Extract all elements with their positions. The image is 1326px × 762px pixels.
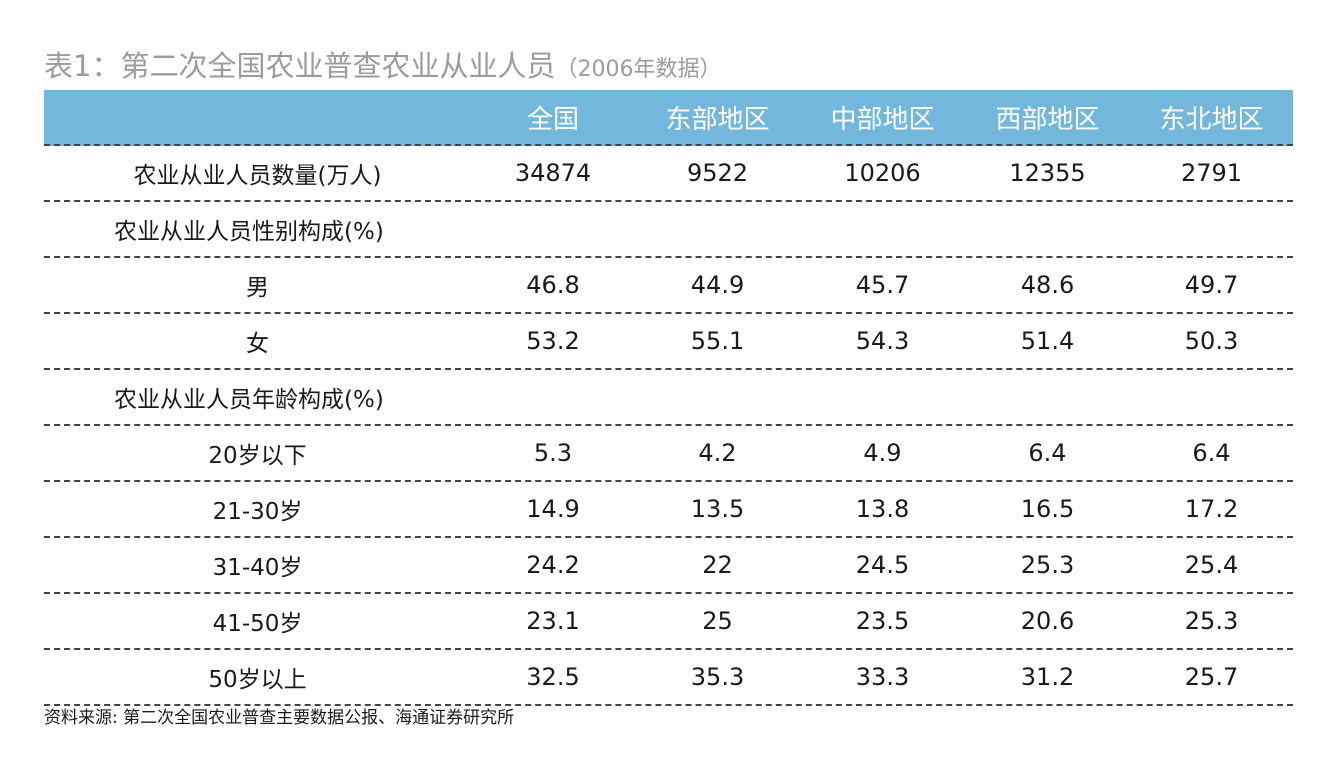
cell-northeast: 2791 <box>1180 159 1243 187</box>
table-section-row: 农业从业人员性别构成(%) <box>44 202 1293 258</box>
cell-national: 53.2 <box>526 327 580 355</box>
table-row: 男 46.8 44.9 45.7 48.6 49.7 <box>44 258 1293 314</box>
table-header-row: 全国 东部地区 中部地区 西部地区 东北地区 <box>44 90 1293 146</box>
header-cell-east: 东部地区 <box>665 104 770 135</box>
table-row: 农业从业人员数量(万人) 34874 9522 10206 12355 2791 <box>44 146 1293 202</box>
cell-national: 46.8 <box>526 271 580 299</box>
data-table: 全国 东部地区 中部地区 西部地区 东北地区 农业从业人员数量(万人) 3487… <box>44 90 1293 706</box>
cell-northeast: 25.3 <box>1184 607 1239 635</box>
cell-central: 4.9 <box>863 439 902 467</box>
title-main: 表1：第二次全国农业普查农业从业人员 <box>44 49 556 83</box>
cell-west: 25.3 <box>1020 551 1075 579</box>
cell-northeast: 17.2 <box>1184 495 1239 523</box>
cell-national: 32.5 <box>526 663 580 691</box>
cell-east: 4.2 <box>698 439 737 467</box>
cell-west: 16.5 <box>1020 495 1075 523</box>
cell-east: 35.3 <box>690 663 745 691</box>
cell-northeast: 50.3 <box>1184 327 1239 355</box>
table-row: 31-40岁 24.2 22 24.5 25.3 25.4 <box>44 538 1293 594</box>
cell-west: 51.4 <box>1020 327 1075 355</box>
cell-west: 48.6 <box>1020 271 1075 299</box>
cell-national: 34874 <box>514 159 592 187</box>
table-section-row: 农业从业人员年龄构成(%) <box>44 370 1293 426</box>
cell-east: 9522 <box>686 159 749 187</box>
row-label: 女 <box>246 331 269 357</box>
section-label-age: 农业从业人员年龄构成(%) <box>114 387 384 413</box>
cell-east: 55.1 <box>690 327 745 355</box>
cell-national: 14.9 <box>526 495 580 523</box>
row-label: 农业从业人员数量(万人) <box>133 163 382 189</box>
cell-northeast: 49.7 <box>1184 271 1239 299</box>
cell-national: 24.2 <box>526 551 580 579</box>
section-label-gender: 农业从业人员性别构成(%) <box>114 219 384 245</box>
cell-northeast: 25.7 <box>1184 663 1239 691</box>
row-label: 41-50岁 <box>212 611 303 637</box>
cell-west: 31.2 <box>1020 663 1075 691</box>
cell-central: 54.3 <box>855 327 910 355</box>
table-row: 20岁以下 5.3 4.2 4.9 6.4 6.4 <box>44 426 1293 482</box>
header-cell-northeast: 东北地区 <box>1159 104 1264 135</box>
cell-east: 25 <box>702 607 733 635</box>
table-row: 21-30岁 14.9 13.5 13.8 16.5 17.2 <box>44 482 1293 538</box>
cell-central: 13.8 <box>855 495 910 523</box>
cell-national: 23.1 <box>526 607 580 635</box>
cell-central: 45.7 <box>855 271 910 299</box>
row-label: 20岁以下 <box>208 443 307 469</box>
cell-northeast: 6.4 <box>1192 439 1231 467</box>
cell-east: 22 <box>702 551 733 579</box>
row-label: 50岁以上 <box>208 667 307 693</box>
row-label: 31-40岁 <box>212 555 303 581</box>
row-label: 21-30岁 <box>212 499 303 525</box>
table-row: 41-50岁 23.1 25 23.5 20.6 25.3 <box>44 594 1293 650</box>
row-label: 男 <box>246 275 269 301</box>
cell-west: 12355 <box>1009 159 1086 187</box>
cell-central: 24.5 <box>855 551 910 579</box>
header-cell-central: 中部地区 <box>830 104 935 135</box>
cell-east: 13.5 <box>690 495 745 523</box>
cell-central: 33.3 <box>855 663 910 691</box>
cell-northeast: 25.4 <box>1184 551 1239 579</box>
source-note: 资料来源: 第二次全国农业普查主要数据公报、海通证券研究所 <box>44 708 515 728</box>
cell-central: 23.5 <box>855 607 910 635</box>
cell-national: 5.3 <box>533 439 573 467</box>
page-title: 表1：第二次全国农业普查农业从业人员（2006年数据） <box>44 44 721 88</box>
table-row: 女 53.2 55.1 54.3 51.4 50.3 <box>44 314 1293 370</box>
title-subtitle: （2006年数据） <box>555 57 722 82</box>
cell-west: 20.6 <box>1020 607 1075 635</box>
header-cell-national: 全国 <box>526 104 579 135</box>
cell-west: 6.4 <box>1028 439 1067 467</box>
header-cell-west: 西部地区 <box>995 104 1100 135</box>
cell-east: 44.9 <box>690 271 745 299</box>
cell-central: 10206 <box>844 159 921 187</box>
table-row: 50岁以上 32.5 35.3 33.3 31.2 25.7 <box>44 650 1293 706</box>
